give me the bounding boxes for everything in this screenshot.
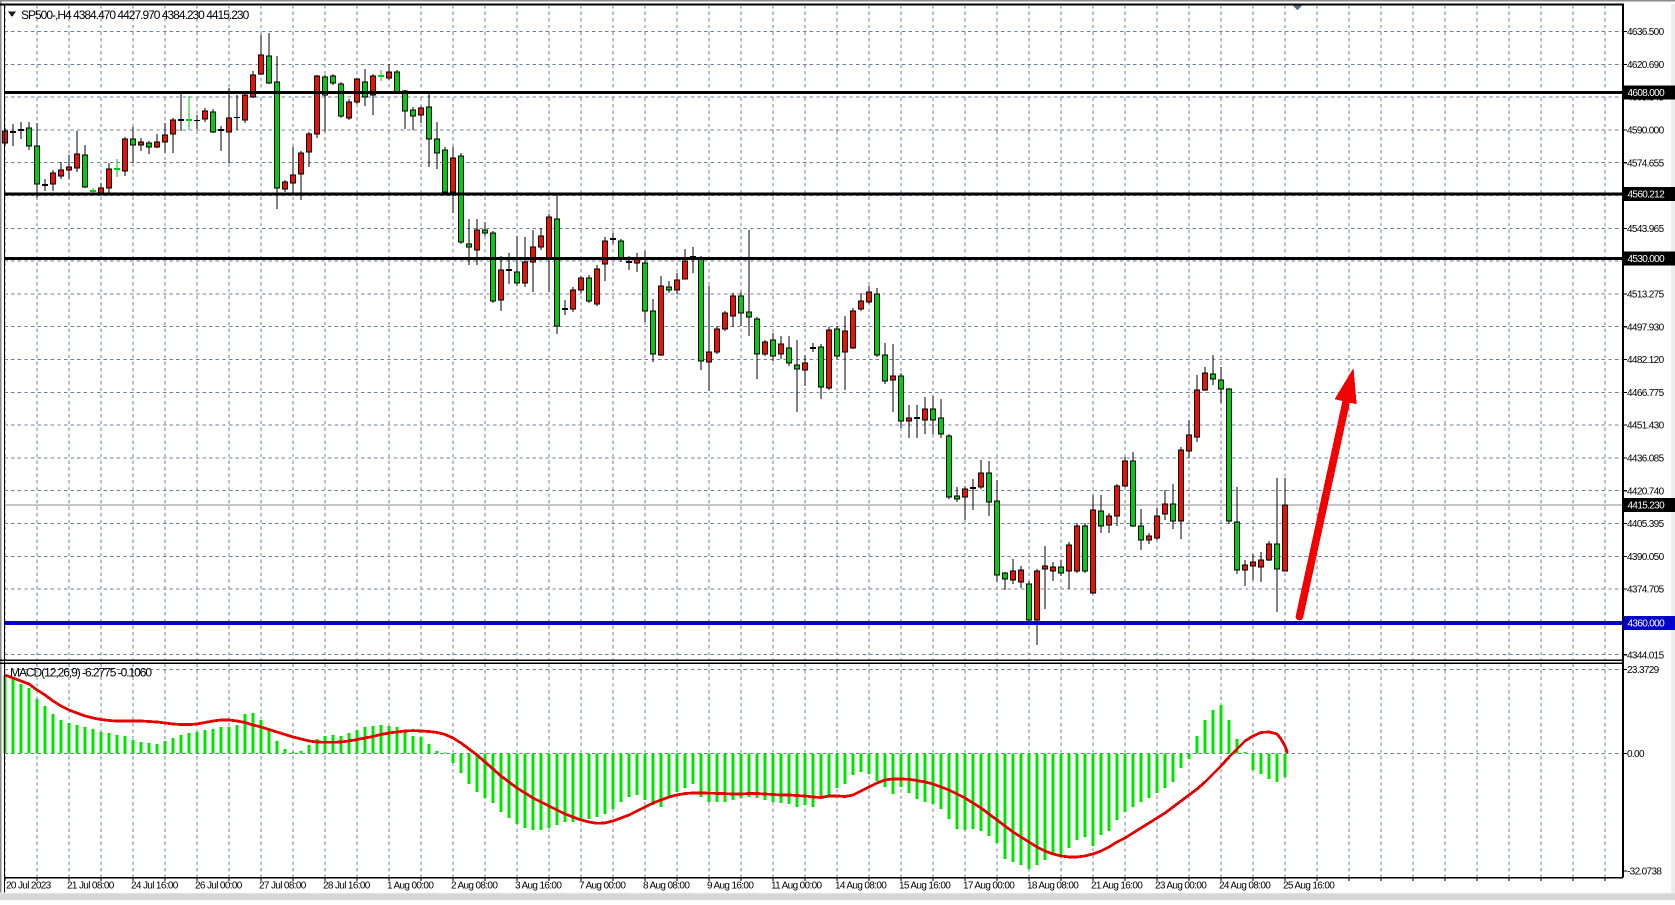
svg-text:4374.705: 4374.705 — [1627, 585, 1665, 596]
svg-text:4574.655: 4574.655 — [1627, 158, 1665, 169]
svg-text:21 Aug 16:00: 21 Aug 16:00 — [1091, 881, 1143, 892]
svg-text:SP500-,H4 4384.470 4427.970 4: SP500-,H4 4384.470 4427.970 4384.230 441… — [21, 8, 250, 22]
svg-text:4466.775: 4466.775 — [1627, 388, 1665, 399]
svg-text:3 Aug 16:00: 3 Aug 16:00 — [515, 881, 562, 892]
svg-text:28 Jul 16:00: 28 Jul 16:00 — [323, 881, 371, 892]
svg-text:18 Aug 08:00: 18 Aug 08:00 — [1027, 881, 1079, 892]
svg-text:23.3729: 23.3729 — [1627, 665, 1660, 676]
svg-text:1 Aug 00:00: 1 Aug 00:00 — [387, 881, 434, 892]
svg-text:27 Jul 08:00: 27 Jul 08:00 — [259, 881, 307, 892]
svg-text:4530.000: 4530.000 — [1628, 254, 1666, 265]
svg-text:4415.230: 4415.230 — [1628, 501, 1666, 512]
svg-text:2 Aug 08:00: 2 Aug 08:00 — [451, 881, 498, 892]
svg-text:4436.085: 4436.085 — [1627, 454, 1665, 465]
svg-text:17 Aug 00:00: 17 Aug 00:00 — [963, 881, 1015, 892]
svg-text:4482.120: 4482.120 — [1627, 355, 1665, 366]
svg-text:25 Aug 16:00: 25 Aug 16:00 — [1283, 881, 1335, 892]
svg-text:4560.212: 4560.212 — [1628, 190, 1666, 201]
svg-text:-32.0738: -32.0738 — [1627, 867, 1662, 878]
svg-text:4513.275: 4513.275 — [1627, 290, 1665, 301]
svg-text:4497.930: 4497.930 — [1627, 322, 1665, 333]
svg-text:4543.965: 4543.965 — [1627, 224, 1665, 235]
svg-text:24 Jul 16:00: 24 Jul 16:00 — [131, 881, 179, 892]
svg-text:14 Aug 08:00: 14 Aug 08:00 — [835, 881, 887, 892]
svg-text:8 Aug 08:00: 8 Aug 08:00 — [643, 881, 690, 892]
svg-text:4590.000: 4590.000 — [1627, 126, 1665, 137]
svg-text:4608.000: 4608.000 — [1628, 88, 1666, 99]
svg-text:11 Aug 00:00: 11 Aug 00:00 — [771, 881, 822, 892]
svg-text:MACD(12,26,9) -6.2775 -0.1060: MACD(12,26,9) -6.2775 -0.1060 — [10, 666, 152, 680]
svg-text:0.00: 0.00 — [1627, 749, 1645, 760]
svg-text:4451.430: 4451.430 — [1627, 421, 1665, 432]
svg-text:24 Aug 08:00: 24 Aug 08:00 — [1219, 881, 1271, 892]
svg-text:4636.500: 4636.500 — [1627, 27, 1665, 38]
svg-text:9 Aug 16:00: 9 Aug 16:00 — [707, 881, 754, 892]
svg-text:4390.050: 4390.050 — [1627, 552, 1665, 563]
svg-text:4344.015: 4344.015 — [1627, 650, 1665, 661]
svg-text:4420.740: 4420.740 — [1627, 486, 1665, 497]
svg-text:15 Aug 16:00: 15 Aug 16:00 — [899, 881, 951, 892]
svg-text:4360.000: 4360.000 — [1628, 619, 1666, 630]
svg-text:7 Aug 00:00: 7 Aug 00:00 — [579, 881, 626, 892]
svg-text:23 Aug 00:00: 23 Aug 00:00 — [1155, 881, 1207, 892]
svg-text:26 Jul 00:00: 26 Jul 00:00 — [195, 881, 243, 892]
svg-text:20 Jul 2023: 20 Jul 2023 — [6, 881, 52, 892]
svg-text:4405.395: 4405.395 — [1627, 519, 1665, 530]
svg-text:4620.690: 4620.690 — [1627, 60, 1665, 71]
svg-text:21 Jul 08:00: 21 Jul 08:00 — [67, 881, 115, 892]
